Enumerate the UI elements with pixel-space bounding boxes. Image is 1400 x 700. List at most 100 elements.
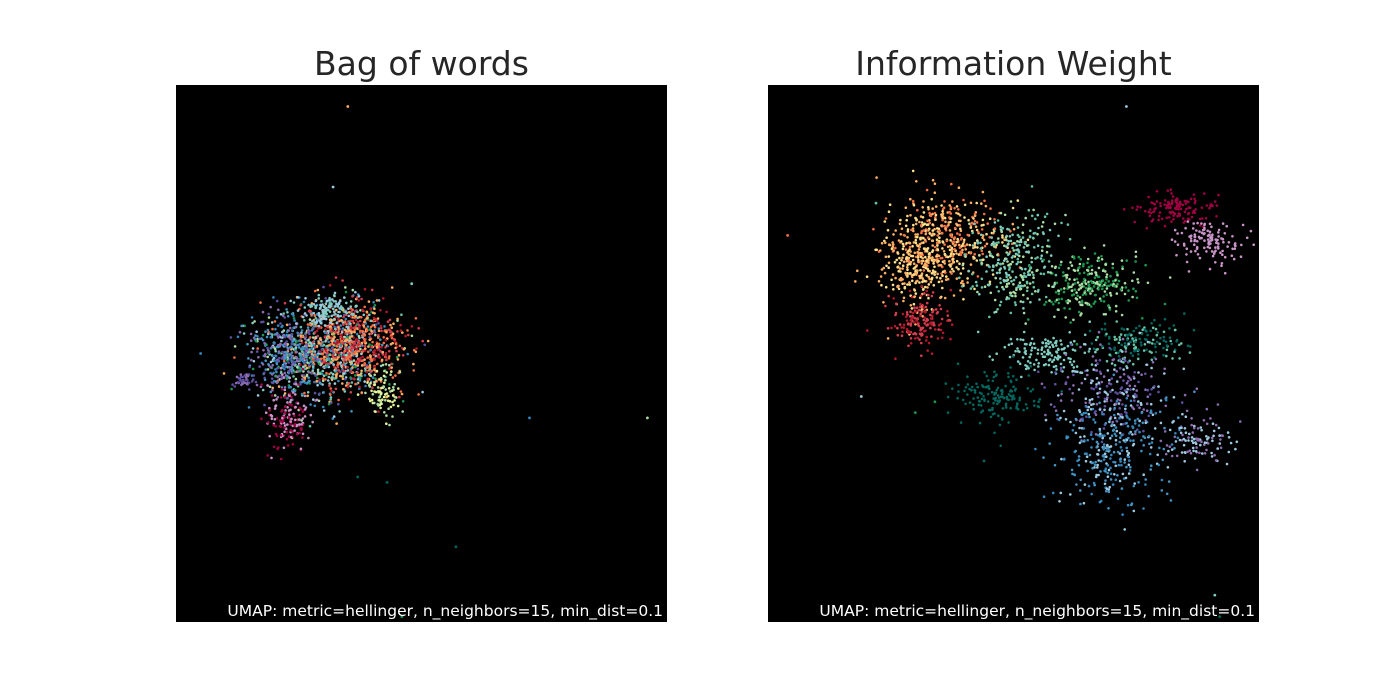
scatter-point [1081, 413, 1084, 417]
scatter-point [902, 326, 906, 329]
scatter-point [322, 317, 326, 320]
scatter-point [336, 365, 339, 369]
scatter-point [1032, 276, 1035, 279]
scatter-point [394, 340, 397, 343]
scatter-point [930, 294, 934, 298]
scatter-point [1189, 234, 1193, 237]
scatter-point [1070, 399, 1074, 402]
scatter-point [1083, 246, 1086, 250]
scatter-point [1098, 297, 1102, 300]
scatter-point [1100, 255, 1103, 258]
scatter-point [1149, 468, 1152, 471]
scatter-point [306, 326, 310, 329]
scatter-point [1073, 339, 1076, 343]
scatter-point [402, 348, 406, 351]
scatter-point [999, 267, 1002, 270]
scatter-point [286, 348, 290, 351]
scatter-point [980, 397, 984, 401]
scatter-point [388, 318, 392, 322]
scatter-point [1088, 289, 1091, 293]
scatter-point [1028, 282, 1032, 285]
scatter-point [1206, 245, 1210, 249]
scatter-point [388, 383, 391, 386]
scatter-point [350, 335, 354, 338]
scatter-point [1151, 201, 1154, 205]
scatter-point [1096, 362, 1099, 366]
scatter-point [1120, 343, 1123, 347]
scatter-point [994, 276, 997, 280]
scatter-point [269, 336, 273, 339]
scatter-point [351, 366, 354, 369]
scatter-point [302, 300, 306, 304]
scatter-point [1179, 431, 1183, 435]
scatter-point [949, 239, 952, 242]
scatter-point [998, 303, 1002, 307]
scatter-point [1071, 283, 1075, 286]
scatter-point [1193, 201, 1197, 205]
scatter-point [236, 335, 240, 339]
scatter-point [965, 243, 969, 246]
scatter-point [1067, 356, 1070, 360]
scatter-point [985, 242, 989, 246]
scatter-point [528, 416, 531, 420]
scatter-point [296, 359, 299, 363]
scatter-point [335, 348, 339, 352]
scatter-point [1084, 293, 1088, 296]
scatter-point [1118, 452, 1122, 455]
scatter-point [946, 395, 950, 399]
scatter-point [1050, 265, 1054, 268]
scatter-point [1023, 272, 1026, 275]
scatter-point [1032, 246, 1036, 249]
scatter-point [1186, 344, 1190, 348]
scatter-point [1073, 282, 1077, 285]
scatter-point [946, 309, 949, 313]
scatter-point [367, 383, 371, 387]
scatter-point [407, 333, 410, 337]
scatter-point [385, 414, 388, 417]
scatter-point [1016, 260, 1020, 264]
scatter-point [384, 388, 387, 391]
scatter-point [1040, 254, 1043, 257]
scatter-point [1044, 363, 1048, 366]
scatter-point [1096, 335, 1099, 339]
scatter-point [1042, 232, 1045, 236]
scatter-point [300, 419, 303, 422]
scatter-point [1021, 284, 1025, 288]
scatter-point [1090, 264, 1093, 268]
scatter-point [327, 299, 330, 302]
scatter-point [394, 342, 398, 346]
scatter-point [1016, 240, 1019, 243]
scatter-point [306, 347, 309, 351]
scatter-point [1126, 424, 1130, 428]
scatter-point [1037, 405, 1041, 409]
scatter-point [1121, 337, 1125, 341]
scatter-point [1104, 479, 1107, 482]
scatter-point [1005, 285, 1009, 288]
scatter-point [1109, 294, 1113, 297]
scatter-point [1180, 401, 1184, 404]
scatter-point [1059, 339, 1062, 342]
scatter-point [270, 414, 274, 418]
scatter-point [957, 267, 960, 271]
scatter-point [1094, 350, 1097, 354]
scatter-point [399, 323, 402, 327]
scatter-point [972, 217, 975, 220]
scatter-point [1139, 341, 1143, 344]
scatter-point [356, 393, 360, 396]
scatter-point [280, 387, 284, 391]
scatter-point [349, 305, 352, 308]
scatter-point [1022, 408, 1025, 412]
scatter-point [921, 256, 924, 260]
scatter-point [938, 232, 941, 235]
scatter-point [377, 329, 381, 333]
scatter-point [1207, 436, 1210, 439]
scatter-point [988, 408, 992, 412]
scatter-point [313, 391, 317, 395]
scatter-point [1217, 235, 1220, 238]
scatter-point [330, 339, 333, 343]
scatter-point [1194, 249, 1197, 253]
scatter-point [327, 375, 331, 379]
scatter-point [1005, 395, 1009, 399]
scatter-point [1189, 239, 1193, 243]
scatter-point [276, 367, 279, 370]
